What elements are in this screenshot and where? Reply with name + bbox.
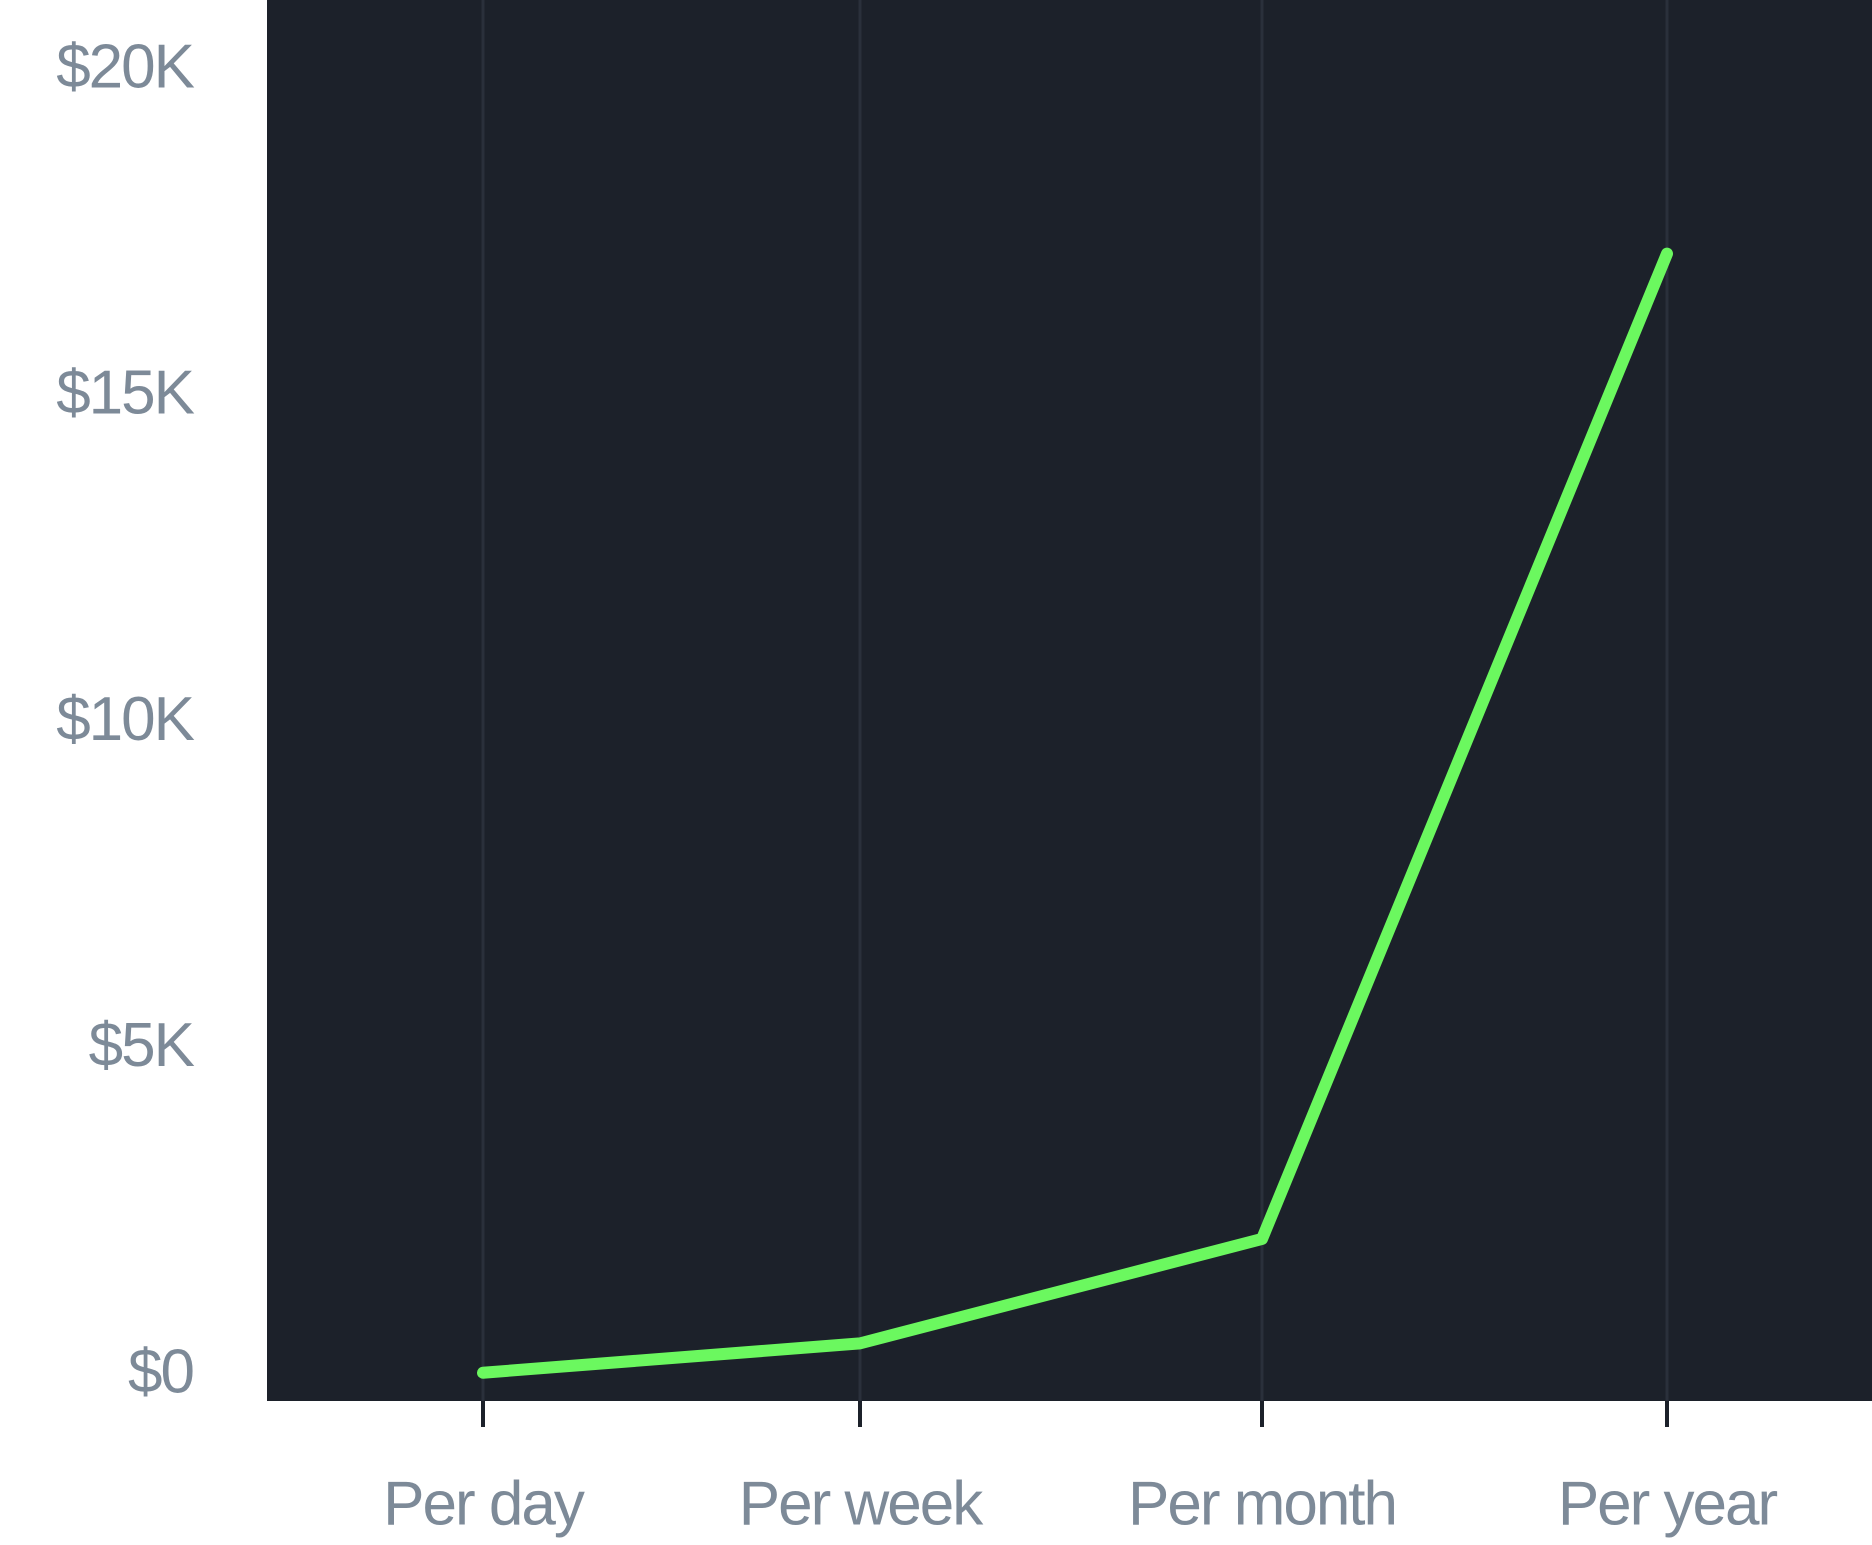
x-tick-label: Per day	[383, 1469, 585, 1538]
y-tick-label: $20K	[56, 32, 194, 101]
y-tick-label: $10K	[56, 685, 194, 754]
y-tick-label: $15K	[56, 359, 194, 428]
x-tick-label: Per month	[1128, 1469, 1396, 1538]
plot-area	[267, 0, 1872, 1401]
x-tick-label: Per week	[739, 1469, 984, 1538]
x-tick-label: Per year	[1558, 1469, 1778, 1538]
y-tick-label: $5K	[89, 1011, 195, 1080]
data-line	[477, 247, 1673, 1379]
y-tick-label: $0	[128, 1337, 193, 1406]
